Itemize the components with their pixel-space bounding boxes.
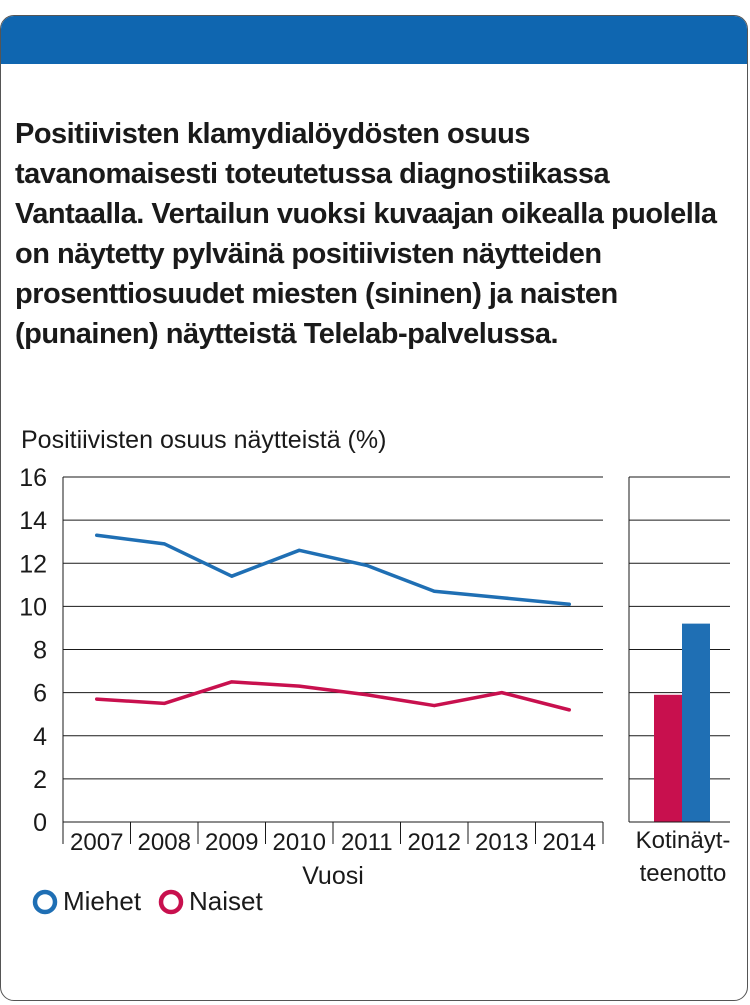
y-tick-labels: 0 2 4 6 8 10 12 14 16 [19,464,47,837]
data-point-naiset [297,684,301,688]
x-axis-label: Vuosi [302,862,364,890]
series-line-naiset [95,680,571,712]
legend-marker-naiset [158,889,184,915]
x-tick-label-2011: 2011 [341,829,393,856]
data-point-miehet [432,589,436,593]
series-line-miehet [95,533,571,606]
bar-naiset [654,694,682,822]
y-tick-label: 6 [33,680,47,708]
legend-label-naiset: Naiset [189,886,263,916]
x-tick-label-2014: 2014 [543,829,596,856]
data-point-miehet [230,574,234,578]
bar-series [629,623,730,823]
x-tick-labels: 2007 2008 2009 2010 2011 2012 2013 2014 [62,822,604,856]
y-tick-label: 14 [19,507,47,535]
data-point-naiset [95,697,99,701]
data-point-naiset [432,704,436,708]
line-series [95,533,571,712]
chart-title: Positiivisten klamydialöydösten osuus ta… [15,118,717,350]
y-axis-label: Positiivisten osuus näytteistä (%) [21,426,386,454]
x-tick-label-2009: 2009 [205,829,258,856]
y-tick-label: 4 [33,723,47,751]
y-tick-label: 0 [33,809,47,837]
y-tick-label: 10 [19,593,47,621]
chart-area: Positiivisten osuus näytteistä (%) Vuosi… [19,426,731,916]
bar-category-label-line: teenotto [640,860,727,887]
data-point-miehet [162,542,166,546]
data-point-miehet [297,548,301,552]
chart-card: Positiivisten klamydialöydösten osuus ta… [0,15,748,1001]
card-header-bar [1,16,747,64]
y-tick-label: 8 [33,637,47,665]
data-point-miehet [365,563,369,567]
legend-label-miehet: Miehet [63,886,142,916]
legend: Miehet Naiset [32,886,263,916]
bar-category-label-line: Kotinäyt- [636,827,731,854]
x-tick-label-2008: 2008 [138,829,191,856]
data-point-miehet [500,596,504,600]
legend-marker-miehet [32,889,58,915]
main-grid [62,476,603,823]
data-point-miehet [95,533,99,537]
x-tick-label-2013: 2013 [475,829,528,856]
data-point-naiset [567,708,571,712]
data-point-naiset [500,691,504,695]
bar-miehet [682,623,710,822]
data-point-miehet [567,602,571,606]
x-tick-label-2012: 2012 [408,829,461,856]
y-tick-label: 12 [19,550,47,578]
bar-category-label: Kotinäyt-teenotto [636,827,731,887]
y-tick-label: 2 [33,766,47,794]
data-point-naiset [365,693,369,697]
x-tick-label-2010: 2010 [273,829,326,856]
data-point-naiset [162,701,166,705]
data-point-naiset [230,680,234,684]
y-tick-label: 16 [19,464,47,492]
x-tick-label-2007: 2007 [70,829,123,856]
